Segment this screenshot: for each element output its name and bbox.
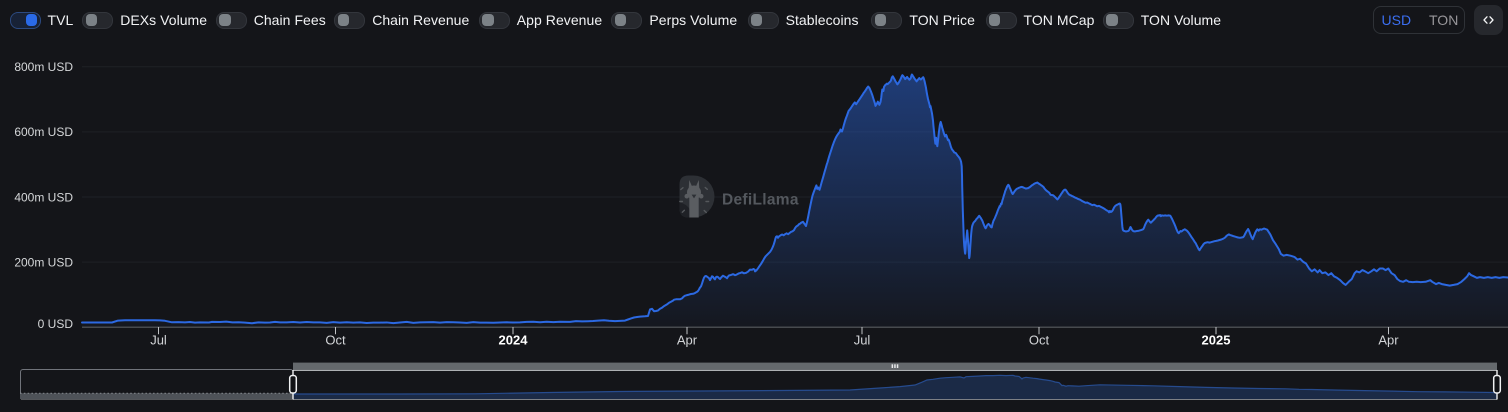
svg-text:600m USD: 600m USD bbox=[14, 125, 73, 139]
svg-text:DefiLlama: DefiLlama bbox=[722, 192, 799, 209]
svg-text:Oct: Oct bbox=[325, 333, 346, 348]
svg-text:Apr: Apr bbox=[677, 333, 698, 348]
svg-text:400m USD: 400m USD bbox=[14, 190, 73, 204]
svg-text:Jul: Jul bbox=[150, 333, 167, 348]
svg-text:2024: 2024 bbox=[499, 333, 529, 348]
svg-text:Jul: Jul bbox=[854, 333, 871, 348]
svg-text:200m USD: 200m USD bbox=[14, 255, 73, 269]
svg-text:2025: 2025 bbox=[1202, 333, 1231, 348]
svg-text:Oct: Oct bbox=[1029, 333, 1050, 348]
svg-text:Apr: Apr bbox=[1378, 333, 1399, 348]
svg-text:0 USD: 0 USD bbox=[38, 317, 74, 331]
svg-text:800m USD: 800m USD bbox=[14, 60, 73, 74]
